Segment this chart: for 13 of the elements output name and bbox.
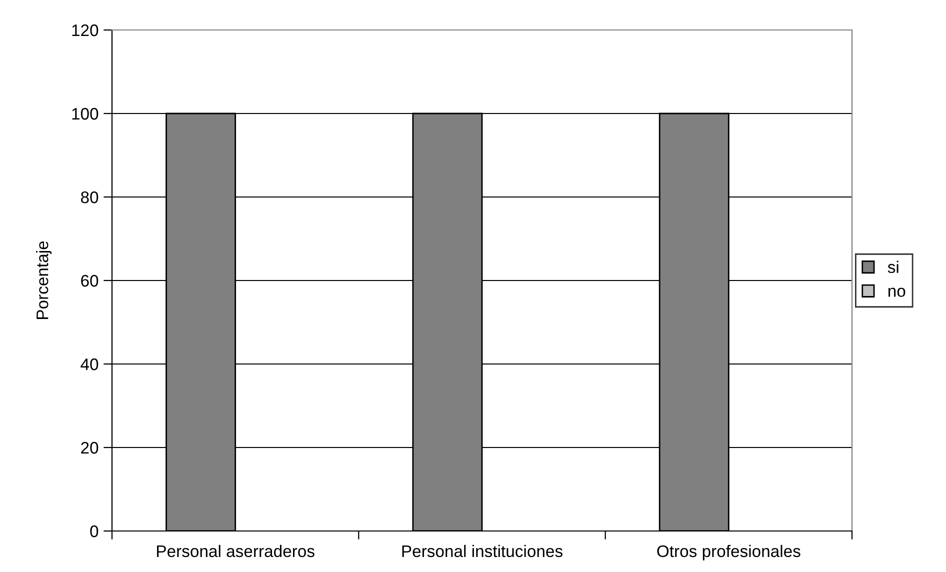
y-tick-label: 120 [72, 24, 98, 36]
y-axis-title: Porcentaje [36, 241, 52, 319]
y-tick-label: 0 [90, 525, 98, 538]
x-tick-label: Otros profesionales [657, 544, 800, 560]
y-tick-label: 60 [81, 274, 98, 287]
y-tick-label: 20 [81, 442, 98, 454]
legend-label: si [888, 260, 898, 274]
x-tick-label: Personal aserraderos [157, 544, 314, 558]
legend-label: no [888, 288, 906, 297]
y-tick-label: 40 [80, 358, 98, 370]
y-tick-label: 80 [80, 191, 98, 204]
y-tick-label: 100 [72, 108, 98, 120]
x-tick-label: Personal instituciones [402, 544, 562, 558]
